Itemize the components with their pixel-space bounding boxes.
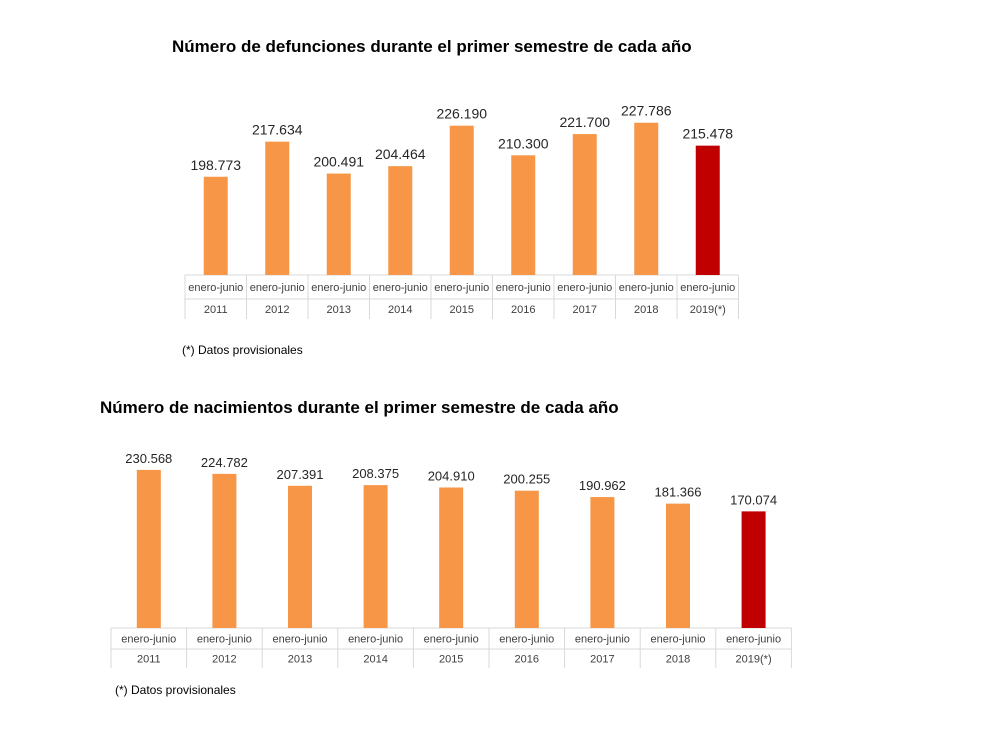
- category-label: enero-junio: [575, 634, 630, 646]
- bar-2014: [388, 166, 413, 275]
- category-label: enero-junio: [188, 282, 243, 294]
- value-label: 210.300: [498, 135, 549, 151]
- category-label: enero-junio: [311, 282, 366, 294]
- category-label: enero-junio: [121, 634, 176, 646]
- category-label: enero-junio: [650, 634, 705, 646]
- bar-2013: [288, 485, 312, 628]
- year-label: 2014: [388, 304, 412, 316]
- category-label: enero-junio: [434, 282, 489, 294]
- value-label: 181.366: [655, 485, 702, 500]
- bar-2019: [741, 511, 766, 628]
- bar-2013: [326, 173, 351, 275]
- year-label: 2011: [137, 654, 161, 666]
- year-label: 2016: [511, 304, 535, 316]
- category-label: enero-junio: [197, 634, 252, 646]
- year-label: 2017: [590, 654, 614, 666]
- year-label: 2019(*): [690, 304, 726, 316]
- chart-2-footnote: (*) Datos provisionales: [115, 683, 236, 697]
- value-label: 200.255: [503, 472, 550, 487]
- bar-2018: [634, 122, 659, 275]
- value-label: 226.190: [436, 106, 487, 122]
- year-label: 2013: [327, 304, 351, 316]
- bar-2015: [449, 125, 474, 275]
- category-label: enero-junio: [680, 282, 735, 294]
- bar-2012: [212, 473, 237, 628]
- bar-2015: [439, 487, 464, 628]
- value-label: 224.782: [201, 455, 248, 470]
- year-label: 2012: [265, 304, 289, 316]
- bar-2016: [514, 490, 539, 628]
- category-label: enero-junio: [348, 634, 403, 646]
- category-label: enero-junio: [499, 634, 554, 646]
- bar-2012: [265, 141, 290, 275]
- bar-2017: [590, 497, 615, 628]
- chart-2-title: Número de nacimientos durante el primer …: [100, 398, 619, 417]
- bar-2017: [572, 134, 597, 275]
- year-label: 2015: [450, 304, 474, 316]
- value-label: 200.491: [313, 154, 364, 170]
- year-label: 2018: [634, 304, 658, 316]
- category-label: enero-junio: [619, 282, 674, 294]
- value-label: 230.568: [125, 451, 172, 466]
- bar-2011: [136, 469, 161, 628]
- bar-2016: [511, 155, 536, 275]
- category-label: enero-junio: [250, 282, 305, 294]
- chart-1-title: Número de defunciones durante el primer …: [172, 37, 692, 56]
- value-label: 227.786: [621, 103, 672, 119]
- year-label: 2015: [439, 654, 463, 666]
- year-label: 2017: [573, 304, 597, 316]
- category-label: enero-junio: [424, 634, 479, 646]
- value-label: 208.375: [352, 466, 399, 481]
- category-label: enero-junio: [272, 634, 327, 646]
- year-label: 2016: [515, 654, 539, 666]
- year-label: 2019(*): [736, 654, 772, 666]
- value-label: 170.074: [730, 492, 777, 507]
- year-label: 2013: [288, 654, 312, 666]
- value-label: 204.910: [428, 468, 475, 483]
- bar-2014: [363, 485, 388, 628]
- value-label: 217.634: [252, 122, 303, 138]
- value-label: 198.773: [190, 157, 241, 173]
- category-label: enero-junio: [726, 634, 781, 646]
- year-label: 2012: [212, 654, 236, 666]
- bar-2019: [695, 145, 720, 275]
- value-label: 221.700: [559, 114, 610, 130]
- year-label: 2014: [363, 654, 387, 666]
- category-label: enero-junio: [373, 282, 428, 294]
- bar-2018: [666, 503, 690, 628]
- category-label: enero-junio: [557, 282, 612, 294]
- value-label: 215.478: [682, 126, 733, 142]
- value-label: 207.391: [277, 467, 324, 482]
- year-label: 2018: [666, 654, 690, 666]
- value-label: 190.962: [579, 478, 626, 493]
- bar-2011: [203, 176, 228, 275]
- year-label: 2011: [204, 304, 228, 316]
- chart-1-footnote: (*) Datos provisionales: [182, 343, 303, 357]
- category-label: enero-junio: [496, 282, 551, 294]
- value-label: 204.464: [375, 146, 426, 162]
